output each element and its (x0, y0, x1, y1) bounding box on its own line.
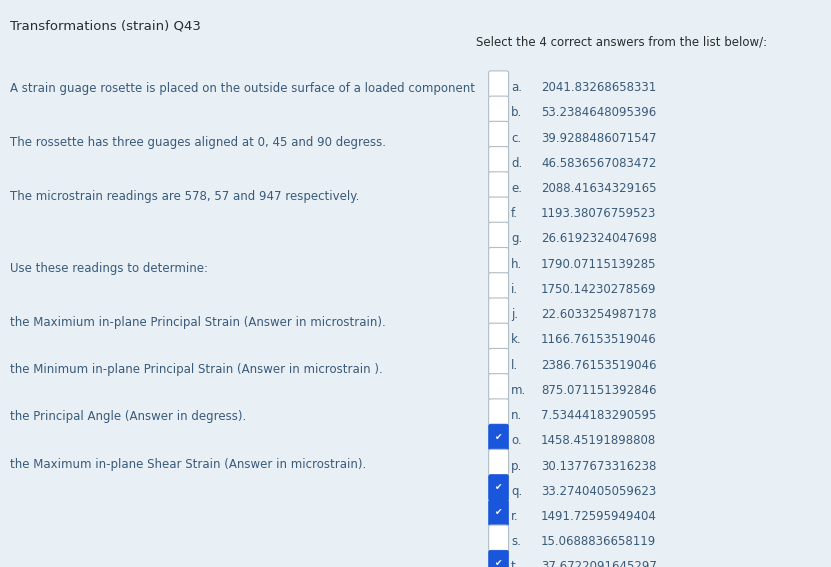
Text: The rossette has three guages aligned at 0, 45 and 90 degress.: The rossette has three guages aligned at… (10, 136, 386, 149)
FancyBboxPatch shape (489, 197, 509, 223)
Text: 2088.41634329165: 2088.41634329165 (541, 182, 656, 195)
FancyBboxPatch shape (489, 247, 509, 274)
Text: q.: q. (511, 485, 523, 498)
FancyBboxPatch shape (489, 449, 509, 475)
Text: g.: g. (511, 232, 523, 246)
FancyBboxPatch shape (489, 500, 509, 526)
Text: 46.5836567083472: 46.5836567083472 (541, 157, 656, 170)
Text: t.: t. (511, 560, 519, 567)
Text: d.: d. (511, 157, 523, 170)
Text: 2041.83268658331: 2041.83268658331 (541, 81, 656, 94)
Text: 1458.45191898808: 1458.45191898808 (541, 434, 656, 447)
FancyBboxPatch shape (489, 273, 509, 299)
Text: b.: b. (511, 107, 523, 119)
Text: k.: k. (511, 333, 522, 346)
Text: ✔: ✔ (494, 483, 503, 492)
Text: 1750.14230278569: 1750.14230278569 (541, 283, 656, 296)
FancyBboxPatch shape (489, 147, 509, 173)
Text: ✔: ✔ (494, 559, 503, 567)
Text: 26.6192324047698: 26.6192324047698 (541, 232, 656, 246)
Text: 1491.72595949404: 1491.72595949404 (541, 510, 656, 523)
FancyBboxPatch shape (489, 550, 509, 567)
Text: r.: r. (511, 510, 519, 523)
FancyBboxPatch shape (489, 172, 509, 198)
Text: a.: a. (511, 81, 522, 94)
FancyBboxPatch shape (489, 525, 509, 551)
FancyBboxPatch shape (489, 348, 509, 375)
Text: 30.1377673316238: 30.1377673316238 (541, 459, 656, 472)
Text: Select the 4 correct answers from the list below/:: Select the 4 correct answers from the li… (476, 35, 767, 48)
Text: 1193.38076759523: 1193.38076759523 (541, 208, 656, 220)
Text: i.: i. (511, 283, 519, 296)
Text: e.: e. (511, 182, 522, 195)
Text: o.: o. (511, 434, 522, 447)
FancyBboxPatch shape (489, 71, 509, 97)
Text: 53.2384648095396: 53.2384648095396 (541, 107, 656, 119)
FancyBboxPatch shape (489, 323, 509, 349)
Text: 875.071151392846: 875.071151392846 (541, 384, 656, 397)
FancyBboxPatch shape (489, 222, 509, 248)
FancyBboxPatch shape (489, 399, 509, 425)
FancyBboxPatch shape (489, 121, 509, 147)
Text: 1166.76153519046: 1166.76153519046 (541, 333, 656, 346)
FancyBboxPatch shape (489, 424, 509, 450)
Text: j.: j. (511, 308, 519, 321)
Text: f.: f. (511, 208, 518, 220)
Text: 39.9288486071547: 39.9288486071547 (541, 132, 656, 145)
Text: m.: m. (511, 384, 526, 397)
FancyBboxPatch shape (489, 475, 509, 501)
Text: 7.53444183290595: 7.53444183290595 (541, 409, 656, 422)
Text: 22.6033254987178: 22.6033254987178 (541, 308, 656, 321)
Text: ✔: ✔ (494, 433, 503, 442)
Text: Use these readings to determine:: Use these readings to determine: (10, 262, 208, 275)
FancyBboxPatch shape (464, 0, 831, 567)
Text: h.: h. (511, 257, 523, 270)
Text: s.: s. (511, 535, 521, 548)
Text: the Maximium in-plane Principal Strain (Answer in microstrain).: the Maximium in-plane Principal Strain (… (10, 316, 386, 329)
FancyBboxPatch shape (489, 298, 509, 324)
Text: the Principal Angle (Answer in degress).: the Principal Angle (Answer in degress). (10, 410, 246, 423)
Text: A strain guage rosette is placed on the outside surface of a loaded component: A strain guage rosette is placed on the … (10, 82, 475, 95)
Text: n.: n. (511, 409, 523, 422)
Text: the Maximum in-plane Shear Strain (Answer in microstrain).: the Maximum in-plane Shear Strain (Answe… (10, 458, 366, 471)
Text: 33.2740405059623: 33.2740405059623 (541, 485, 656, 498)
Text: Transformations (strain) Q43: Transformations (strain) Q43 (10, 20, 201, 33)
FancyBboxPatch shape (0, 0, 464, 567)
FancyBboxPatch shape (489, 374, 509, 400)
FancyBboxPatch shape (489, 96, 509, 122)
Text: c.: c. (511, 132, 521, 145)
Text: The microstrain readings are 578, 57 and 947 respectively.: The microstrain readings are 578, 57 and… (10, 190, 359, 203)
Text: p.: p. (511, 459, 523, 472)
Text: 2386.76153519046: 2386.76153519046 (541, 359, 656, 371)
Text: 15.0688836658119: 15.0688836658119 (541, 535, 656, 548)
Text: the Minimum in-plane Principal Strain (Answer in microstrain ).: the Minimum in-plane Principal Strain (A… (10, 363, 383, 376)
Text: l.: l. (511, 359, 519, 371)
Text: 37.6722091645297: 37.6722091645297 (541, 560, 656, 567)
Text: 1790.07115139285: 1790.07115139285 (541, 257, 656, 270)
Text: ✔: ✔ (494, 509, 503, 517)
